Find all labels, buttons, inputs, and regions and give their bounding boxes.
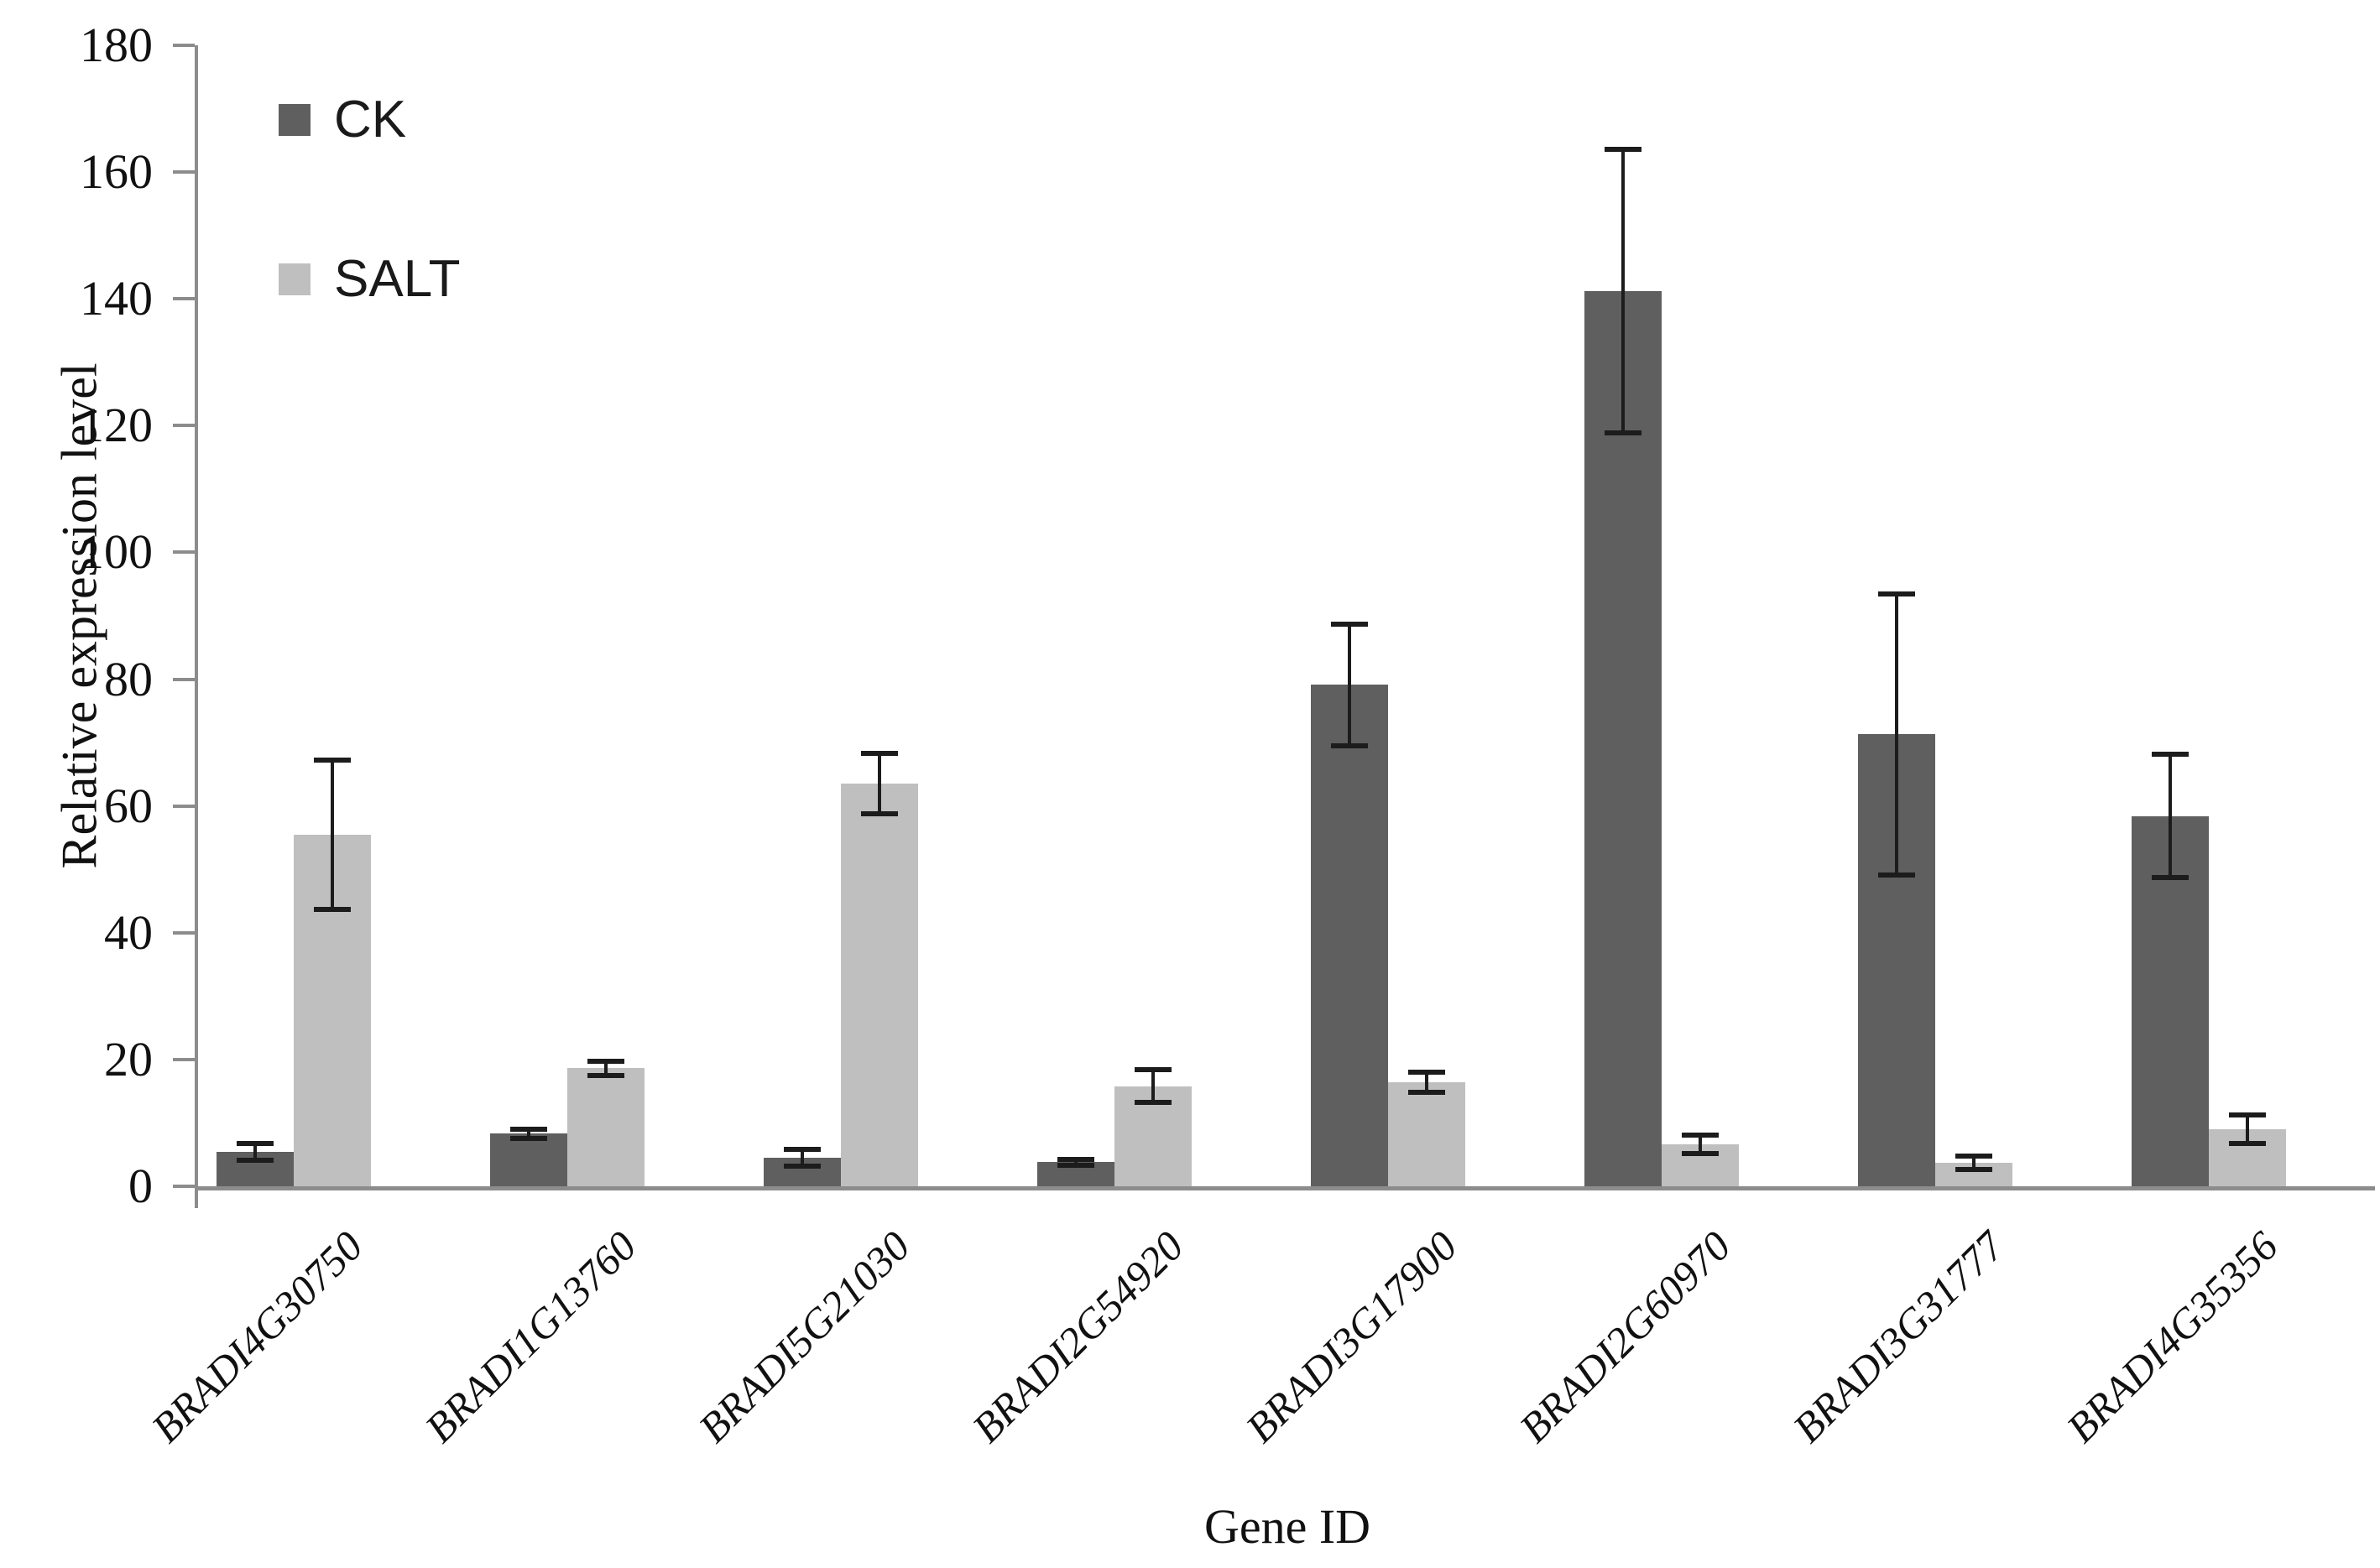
error-line-ck-BRADI3G17900 [1348,623,1351,746]
error-cap-bottom-salt-BRADI4G35356 [2229,1140,2266,1146]
error-line-salt-BRADI4G35356 [2246,1115,2249,1143]
error-cap-top-ck-BRADI2G60970 [1605,146,1641,152]
legend: CK SALT [279,94,460,305]
y-tick-mark [173,44,195,47]
bar-ck-BRADI2G60970 [1584,291,1662,1186]
legend-label-ck: CK [334,91,407,148]
error-line-ck-BRADI1G13760 [527,1129,530,1138]
y-tick-mark [173,1057,195,1061]
error-cap-bottom-salt-BRADI3G17900 [1408,1090,1445,1096]
bar-salt-BRADI3G17900 [1388,1082,1465,1186]
error-line-salt-BRADI2G54920 [1151,1069,1155,1103]
y-tick-mark [173,677,195,681]
x-tick-label-BRADI3G17900: BRADI3G17900 [1236,1222,1466,1452]
legend-item-ck: CK [279,94,460,146]
x-axis-line [195,1186,2375,1190]
error-line-ck-BRADI3G31777 [1895,593,1898,875]
error-cap-top-salt-BRADI2G60970 [1682,1132,1719,1138]
error-cap-top-ck-BRADI4G35356 [2152,752,2189,758]
error-cap-top-salt-BRADI5G21030 [861,750,898,756]
x-tick-label-BRADI5G21030: BRADI5G21030 [689,1222,919,1452]
error-cap-bottom-salt-BRADI2G54920 [1135,1100,1172,1106]
x-tick-label-BRADI3G31777: BRADI3G31777 [1783,1222,2013,1452]
x-tick-label-BRADI4G30750: BRADI4G30750 [142,1222,372,1452]
y-tick-mark [173,550,195,555]
error-cap-bottom-salt-BRADI5G21030 [861,811,898,817]
error-cap-bottom-ck-BRADI5G21030 [784,1163,821,1169]
error-cap-bottom-ck-BRADI3G17900 [1331,742,1368,748]
y-tick-label: 80 [104,651,153,706]
legend-swatch-ck [279,104,311,136]
y-tick-label: 100 [80,524,153,580]
error-cap-bottom-salt-BRADI3G31777 [1955,1167,1992,1173]
error-cap-bottom-salt-BRADI1G13760 [587,1072,624,1078]
x-axis-end-tick [195,1186,198,1208]
x-axis-title: Gene ID [1203,1499,1371,1554]
bar-salt-BRADI1G13760 [567,1068,645,1186]
y-tick-label: 0 [128,1159,153,1213]
y-tick-label: 20 [104,1031,153,1086]
y-tick-mark [173,424,195,428]
error-cap-top-salt-BRADI4G35356 [2229,1112,2266,1118]
legend-label-salt: SALT [334,250,461,308]
y-tick-label: 160 [80,144,153,200]
error-cap-bottom-salt-BRADI2G60970 [1682,1151,1719,1157]
error-line-salt-BRADI1G13760 [604,1061,608,1076]
y-tick-label: 60 [104,778,153,833]
error-line-salt-BRADI3G31777 [1972,1155,1976,1170]
y-tick-mark [173,804,195,808]
error-cap-bottom-ck-BRADI4G35356 [2152,875,2189,881]
x-tick-label-BRADI1G13760: BRADI1G13760 [415,1222,645,1452]
error-cap-top-salt-BRADI2G54920 [1135,1066,1172,1072]
x-tick-label-BRADI2G54920: BRADI2G54920 [963,1222,1193,1452]
legend-swatch-salt [279,263,311,295]
y-tick-label: 180 [80,18,153,72]
error-cap-bottom-ck-BRADI3G31777 [1878,873,1915,878]
error-cap-bottom-ck-BRADI1G13760 [510,1135,547,1141]
error-cap-top-ck-BRADI4G30750 [237,1141,274,1147]
error-line-salt-BRADI3G17900 [1425,1072,1428,1093]
error-line-ck-BRADI4G35356 [2169,754,2172,878]
bar-ck-BRADI3G17900 [1311,685,1388,1186]
error-line-ck-BRADI2G54920 [1074,1159,1078,1166]
error-cap-bottom-ck-BRADI4G30750 [237,1158,274,1164]
error-line-ck-BRADI5G21030 [801,1149,804,1166]
error-cap-top-salt-BRADI3G31777 [1955,1153,1992,1159]
error-cap-top-ck-BRADI1G13760 [510,1127,547,1132]
y-tick-mark [173,930,195,935]
y-tick-label: 120 [80,398,153,453]
error-line-ck-BRADI4G30750 [253,1143,257,1161]
legend-item-salt: SALT [279,253,460,305]
error-line-salt-BRADI4G30750 [331,759,334,909]
bar-ck-BRADI1G13760 [490,1133,567,1186]
x-tick-label-BRADI2G60970: BRADI2G60970 [1510,1222,1740,1452]
error-cap-top-ck-BRADI3G31777 [1878,591,1915,596]
y-tick-mark [173,1185,195,1188]
y-axis-line [195,45,198,1186]
y-tick-mark [173,170,195,175]
error-line-salt-BRADI2G60970 [1699,1134,1702,1154]
error-cap-top-salt-BRADI4G30750 [314,757,351,763]
error-cap-bottom-ck-BRADI2G60970 [1605,430,1641,436]
y-tick-mark [173,297,195,301]
x-tick-label-BRADI4G35356: BRADI4G35356 [2057,1222,2287,1452]
error-cap-top-ck-BRADI3G17900 [1331,621,1368,627]
error-cap-top-salt-BRADI1G13760 [587,1059,624,1065]
error-cap-bottom-ck-BRADI2G54920 [1057,1163,1094,1169]
error-cap-top-ck-BRADI5G21030 [784,1147,821,1153]
bar-salt-BRADI5G21030 [841,784,918,1186]
y-tick-label: 140 [80,271,153,326]
y-tick-label: 40 [104,904,153,960]
error-cap-bottom-salt-BRADI4G30750 [314,906,351,912]
error-line-salt-BRADI5G21030 [878,753,881,815]
error-line-ck-BRADI2G60970 [1621,148,1625,434]
error-cap-top-ck-BRADI2G54920 [1057,1156,1094,1162]
error-cap-top-salt-BRADI3G17900 [1408,1070,1445,1075]
